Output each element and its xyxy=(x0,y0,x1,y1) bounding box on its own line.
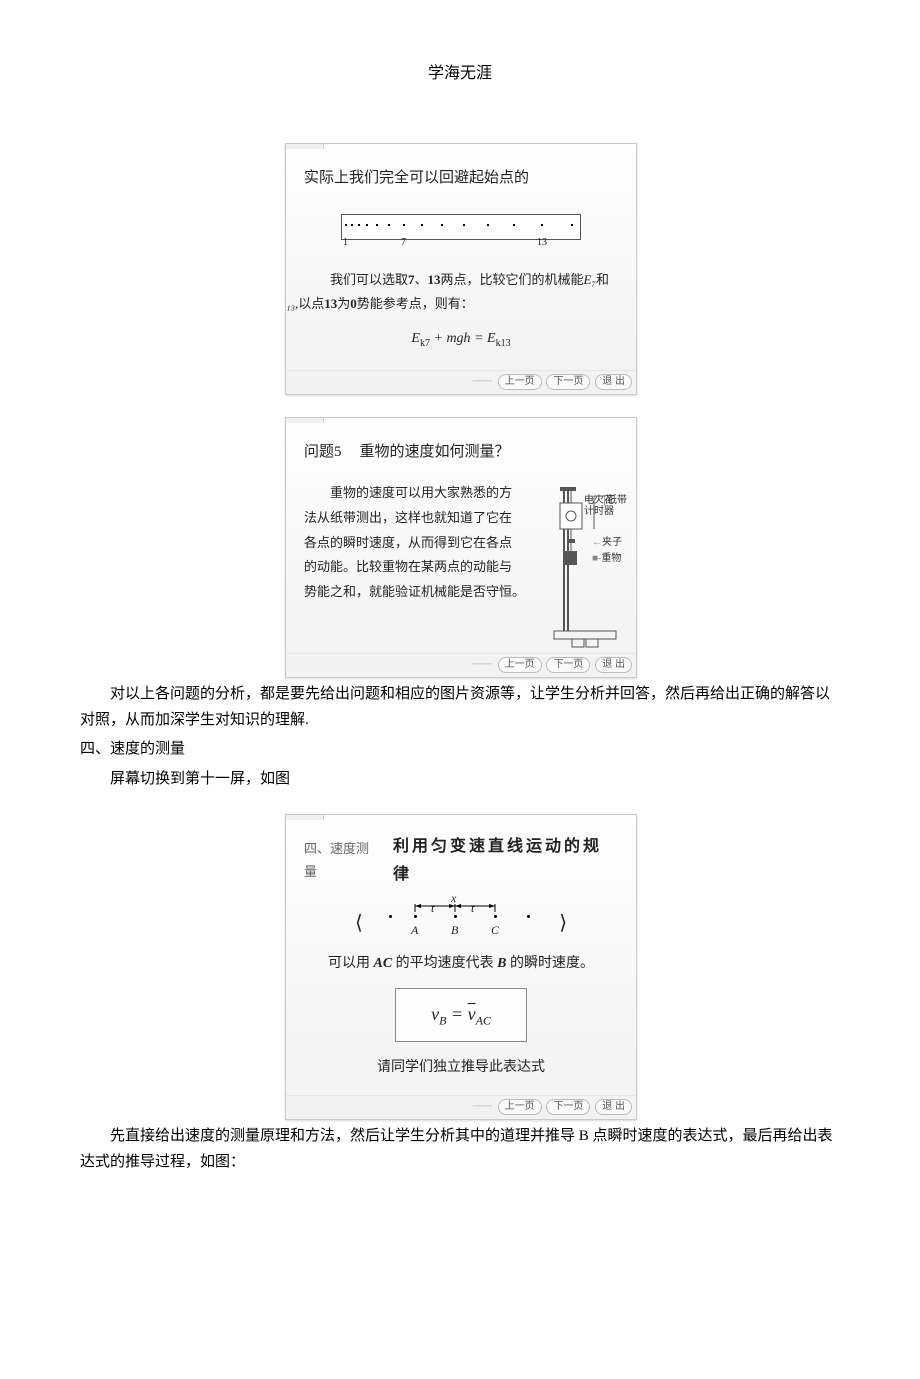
slide2-title: 问题5重物的速度如何测量？ xyxy=(304,440,618,466)
slide-2: 问题5重物的速度如何测量？ 重物的速度可以用大家熟悉的方 法从纸带测出，这样也就… xyxy=(285,417,637,679)
tape-torn-left-icon: ⟨ xyxy=(355,906,363,940)
next-button[interactable]: 下一页 xyxy=(546,374,590,390)
tape-torn-right-icon: ⟩ xyxy=(559,906,567,940)
page-header: 学海无涯 xyxy=(80,60,840,87)
exit-button[interactable]: 退 出 xyxy=(595,1099,632,1115)
prev-button[interactable]: 上一页 xyxy=(498,1099,542,1115)
ap-label-weight: ■-重物 xyxy=(592,553,621,564)
slide3-nav: ─── 上一页 下一页 退 出 xyxy=(286,1095,636,1119)
ap-label-clip: ←夹子 xyxy=(592,537,622,548)
mid-paragraph-2: 屏幕切换到第十一屏，如图 xyxy=(80,767,840,793)
next-button[interactable]: 下一页 xyxy=(546,1099,590,1115)
tape-label-13: 13 xyxy=(537,234,547,251)
prev-button[interactable]: 上一页 xyxy=(498,374,542,390)
slide-1-wrap: 实际上我们完全可以回避起始点的 xyxy=(285,127,635,395)
slide3-tape-diagram: ⟨ ⟩ t t x A B C xyxy=(361,902,561,934)
slide2-body-text: 重物的速度可以用大家熟悉的方 法从纸带测出，这样也就知道了它在 各点的瞬时速度，… xyxy=(304,481,546,649)
tape-label-1: 1 xyxy=(343,234,348,251)
slide3-heading: 利用匀变速直线运动的规律 xyxy=(393,833,618,887)
slide1-nav: ─── 上一页 下一页 退 出 xyxy=(286,370,636,394)
slide-3-wrap: 四、速度测量 利用匀变速直线运动的规律 ⟨ xyxy=(285,798,635,1120)
ap-label-tape: 纸带 xyxy=(604,495,627,506)
apparatus-diagram: 电火花计时器 纸带 ←夹子 ■-重物 xyxy=(552,481,618,649)
exit-button[interactable]: 退 出 xyxy=(595,374,632,390)
slide3-tab: 四、速度测量 xyxy=(304,838,381,882)
tape-label-7: 7 xyxy=(401,234,406,251)
slide1-equation: Ek7 + mgh = Ek13 xyxy=(304,327,618,352)
slide-2-wrap: 问题5重物的速度如何测量？ 重物的速度可以用大家熟悉的方 法从纸带测出，这样也就… xyxy=(285,401,635,679)
slide1-para: 我们可以选取7、13两点，比较它们的机械能E₇和 E₁₃,以点13为0势能参考点… xyxy=(304,268,618,317)
slide1-title: 实际上我们完全可以回避起始点的 xyxy=(304,166,618,192)
slide3-line1: 可以用 AC 的平均速度代表 B 的瞬时速度。 xyxy=(304,952,618,976)
slide-3: 四、速度测量 利用匀变速直线运动的规律 ⟨ xyxy=(285,814,637,1120)
section-heading: 四、速度的测量 xyxy=(80,737,840,763)
slide-1: 实际上我们完全可以回避起始点的 xyxy=(285,143,637,395)
prev-button[interactable]: 上一页 xyxy=(498,657,542,673)
exit-button[interactable]: 退 出 xyxy=(595,657,632,673)
slide2-nav: ─── 上一页 下一页 退 出 xyxy=(286,653,636,677)
next-button[interactable]: 下一页 xyxy=(546,657,590,673)
slide1-tape-diagram: 1 7 13 xyxy=(341,208,581,248)
slide3-line2: 请同学们独立推导此表达式 xyxy=(304,1056,618,1080)
tail-paragraph: 先直接给出速度的测量原理和方法，然后让学生分析其中的道理并推导 B 点瞬时速度的… xyxy=(80,1124,840,1175)
slide3-formula: vB = vAC xyxy=(395,988,527,1042)
mid-paragraph-1: 对以上各问题的分析，都是要先给出问题和相应的图片资源等，让学生分析并回答，然后再… xyxy=(80,682,840,733)
